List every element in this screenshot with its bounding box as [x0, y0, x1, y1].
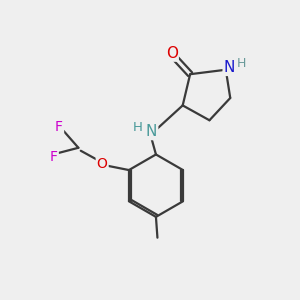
Text: F: F — [50, 150, 58, 164]
Text: H: H — [237, 57, 246, 70]
Text: N: N — [146, 124, 157, 139]
Text: O: O — [166, 46, 178, 61]
Text: O: O — [97, 157, 108, 171]
Text: N: N — [224, 60, 235, 75]
Text: H: H — [133, 121, 142, 134]
Text: F: F — [55, 120, 63, 134]
